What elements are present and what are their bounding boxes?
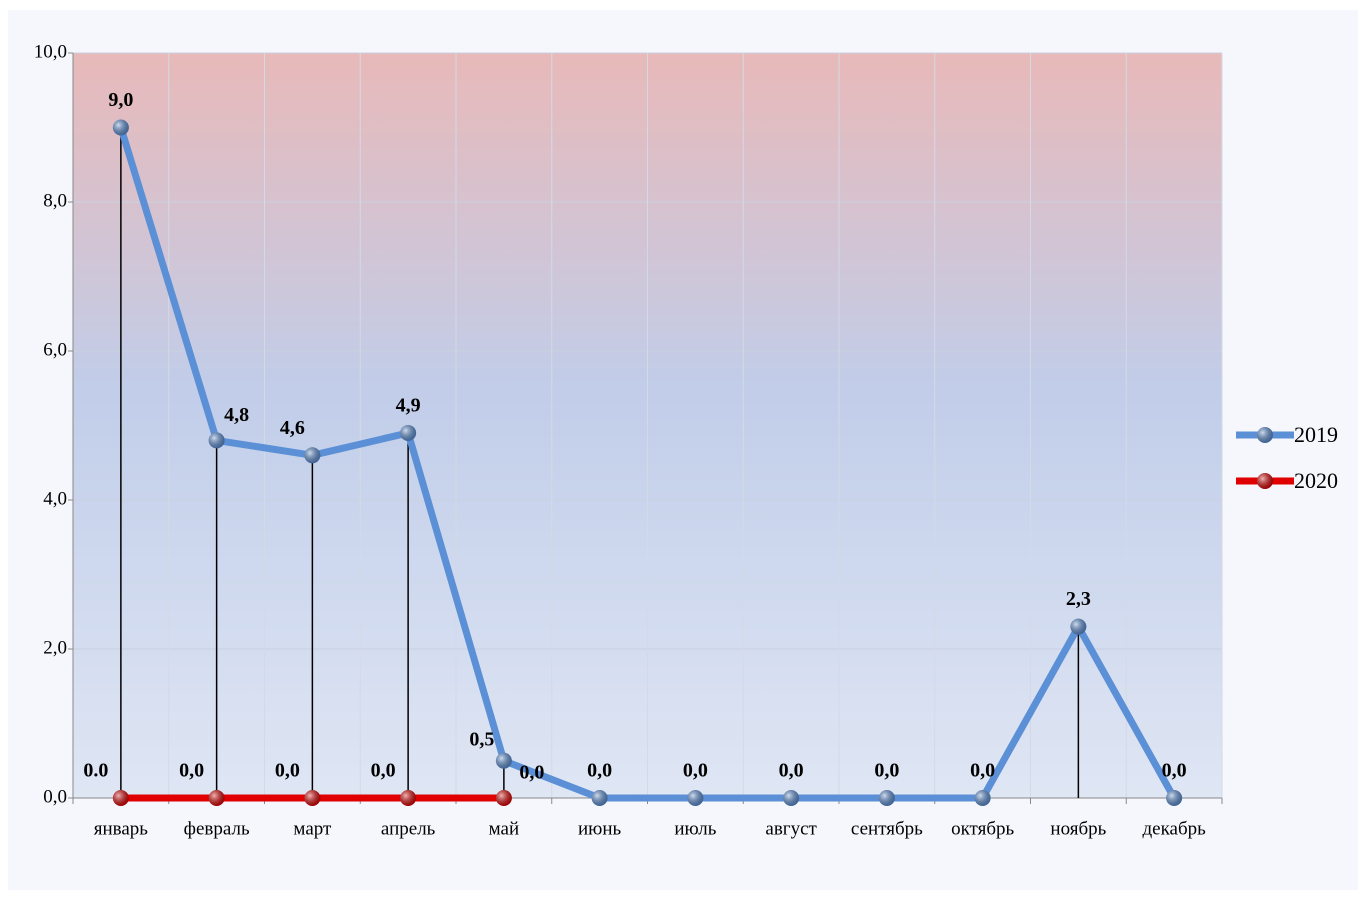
y-tick-label: 10,0	[34, 41, 67, 62]
data-label: 4,9	[396, 395, 421, 417]
marker-shine	[495, 790, 512, 806]
data-label: 4,8	[224, 404, 249, 426]
data-label: 0,0	[874, 760, 899, 782]
y-tick-label: 0,0	[43, 786, 67, 807]
marker-shine	[687, 790, 704, 806]
marker-shine	[208, 790, 225, 806]
x-tick-label: апрель	[381, 818, 436, 839]
data-label: 0,0	[1162, 760, 1187, 782]
y-tick-label: 6,0	[43, 339, 67, 360]
y-tick-label: 8,0	[43, 190, 67, 211]
x-tick-label: декабрь	[1142, 818, 1206, 839]
data-label: 9,0	[108, 89, 133, 111]
marker-shine	[208, 432, 225, 449]
marker-shine	[400, 790, 417, 806]
x-tick-label: сентябрь	[851, 818, 923, 839]
legend-label: 2020	[1294, 468, 1338, 493]
legend-marker-shine	[1257, 427, 1273, 443]
legend-marker-shine	[1257, 473, 1273, 489]
data-label: 2,3	[1066, 588, 1091, 610]
x-tick-label: июнь	[578, 818, 622, 839]
marker-shine	[112, 119, 129, 136]
marker-shine	[495, 752, 512, 769]
data-label: 0,5	[469, 728, 494, 750]
x-tick-label: август	[765, 818, 817, 839]
y-tick-label: 2,0	[43, 637, 67, 658]
x-tick-label: октябрь	[951, 818, 1014, 839]
data-label: 0,0	[587, 760, 612, 782]
marker-shine	[304, 790, 321, 806]
marker-shine	[974, 790, 991, 806]
marker-shine	[1070, 618, 1087, 635]
marker-shine	[304, 447, 321, 464]
marker-shine	[112, 790, 129, 806]
data-label: 0,0	[179, 760, 204, 782]
data-label: 0,0	[970, 760, 995, 782]
marker-shine	[591, 790, 608, 806]
series-line	[117, 126, 1178, 802]
y-tick-label: 4,0	[43, 488, 67, 509]
data-label: 4,6	[280, 417, 305, 439]
marker-shine	[400, 424, 417, 441]
data-label: 0.0	[83, 760, 108, 782]
x-tick-label: ноябрь	[1050, 818, 1106, 839]
x-tick-label: май	[489, 818, 520, 839]
legend-label: 2019	[1294, 422, 1338, 447]
x-tick-label: февраль	[184, 818, 250, 839]
x-tick-label: январь	[94, 818, 149, 839]
marker-shine	[878, 790, 895, 806]
data-label: 0,0	[779, 760, 804, 782]
data-label: 0,0	[519, 762, 544, 784]
marker-shine	[1166, 790, 1183, 806]
data-label: 0,0	[371, 760, 396, 782]
x-tick-label: март	[293, 818, 332, 839]
data-label: 0,0	[683, 760, 708, 782]
x-tick-label: июль	[674, 818, 716, 839]
marker-shine	[783, 790, 800, 806]
data-label: 0,0	[275, 760, 300, 782]
